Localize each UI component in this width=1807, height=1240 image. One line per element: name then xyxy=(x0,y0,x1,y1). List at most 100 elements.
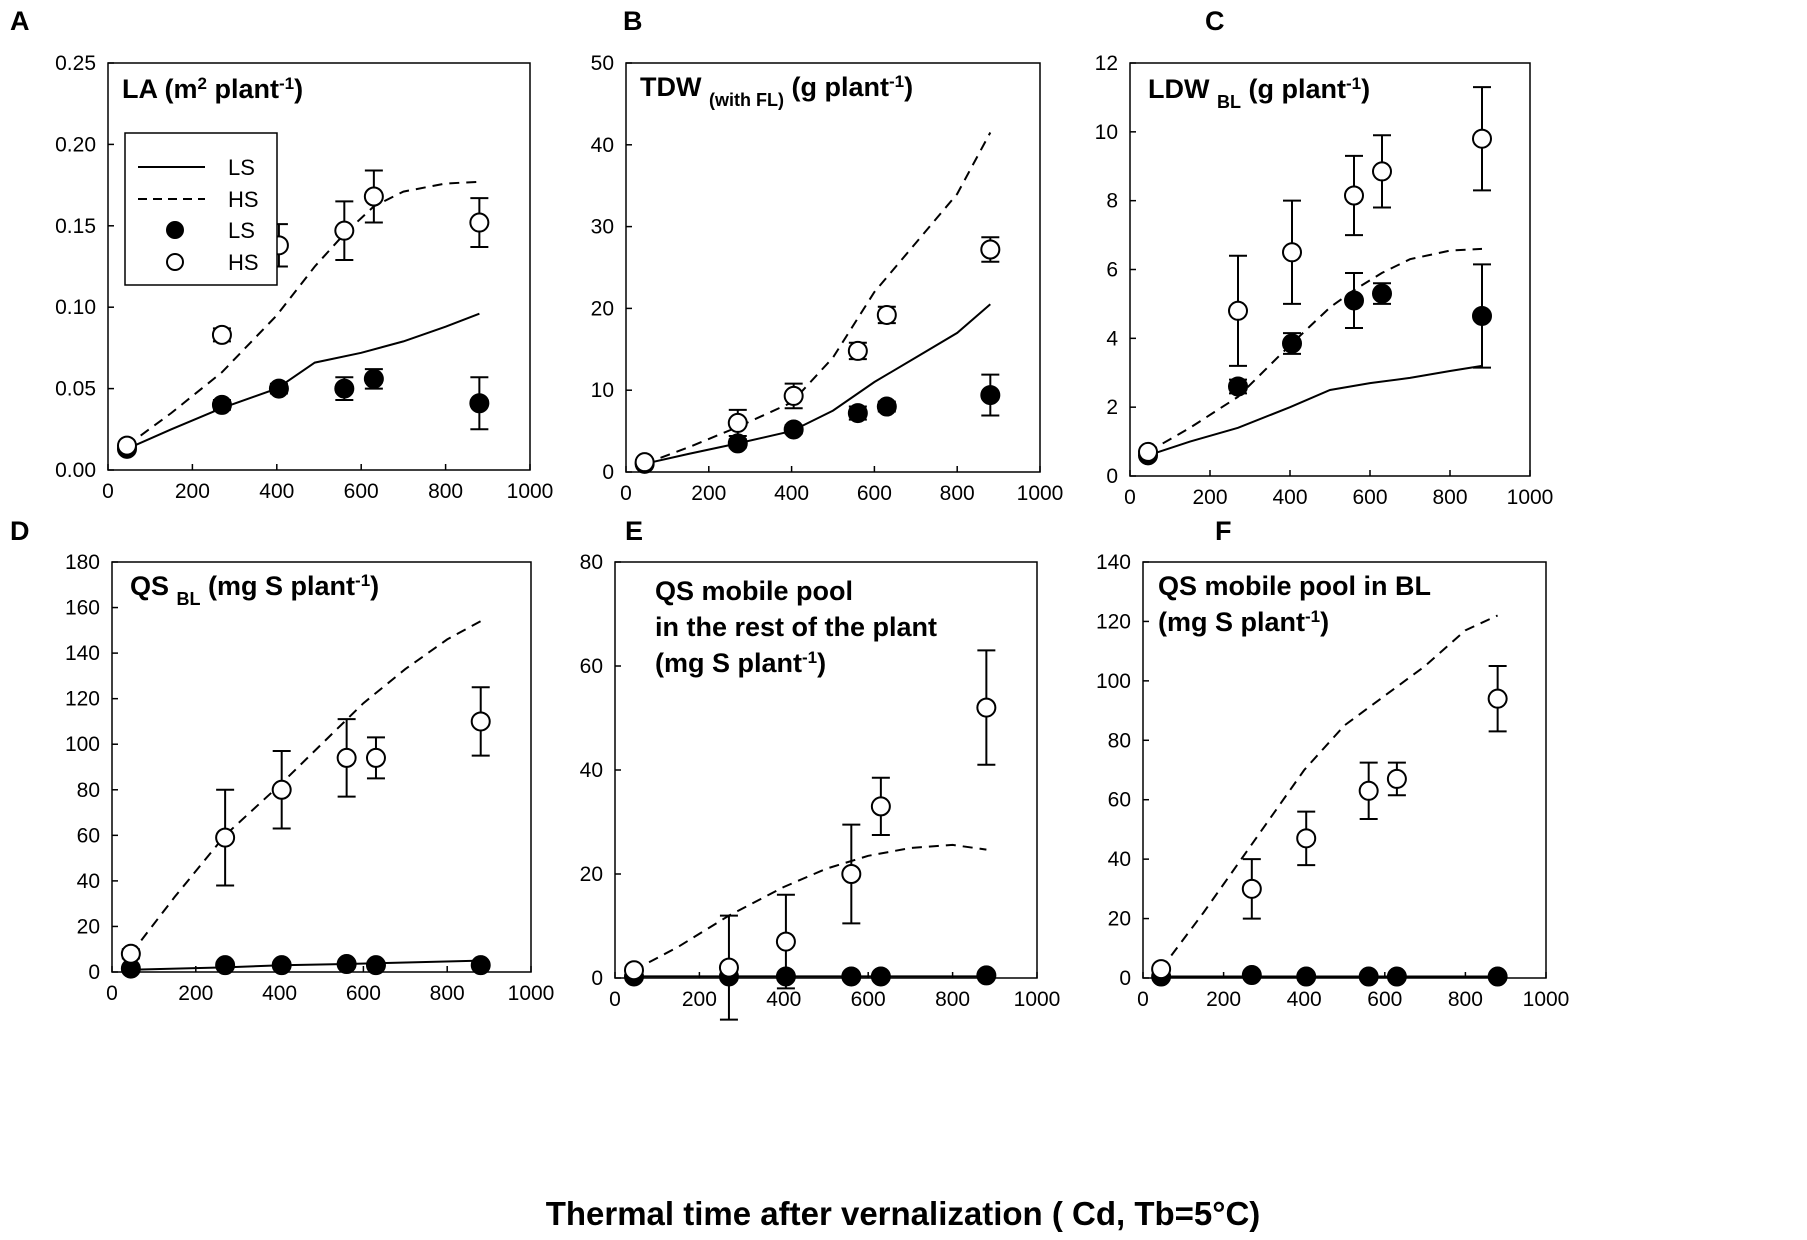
panel-e: E 0 200 400 600 800 1000 0 20 40 60 80 QS mobile poo… xyxy=(580,516,1061,1021)
y-tick-label: 40 xyxy=(591,134,614,157)
series-line-ls xyxy=(130,959,481,971)
data-point-ls xyxy=(470,955,491,976)
data-point-ls xyxy=(727,433,748,454)
x-tick-label: 800 xyxy=(940,482,975,505)
x-tick-label: 800 xyxy=(1432,486,1467,509)
legend-ls-line-label: LS xyxy=(228,155,255,180)
y-tick-label: 140 xyxy=(1096,551,1131,574)
data-point-ls xyxy=(268,378,289,399)
y-tick-label: 120 xyxy=(1096,610,1131,633)
x-tick-label: 800 xyxy=(428,480,463,503)
data-point-ls xyxy=(1296,966,1317,987)
data-point-ls xyxy=(363,368,384,389)
x-tick-label: 0 xyxy=(620,482,632,505)
data-point-hs xyxy=(1472,128,1492,149)
plot-frame xyxy=(1129,62,1531,477)
y-tick-label: 40 xyxy=(1108,848,1131,871)
series-line-hs xyxy=(644,132,992,465)
y-tick-label: 0 xyxy=(602,461,614,484)
x-tick-label: 200 xyxy=(178,982,213,1005)
panel-letter: B xyxy=(623,6,643,36)
x-tick-label: 1000 xyxy=(507,480,554,503)
data-point-ls xyxy=(469,393,490,414)
x-tick-label: 0 xyxy=(1124,486,1136,509)
panel-title: TDW (with FL) (g plant-1) xyxy=(640,72,913,111)
data-point-hs xyxy=(718,957,739,978)
y-tick-label: 20 xyxy=(580,863,603,886)
data-point-hs xyxy=(470,711,491,732)
data-point-hs xyxy=(1282,242,1302,263)
data-point-hs xyxy=(120,943,141,964)
data-point-ls xyxy=(980,385,1001,406)
data-point-hs xyxy=(1344,185,1364,206)
panel-title: LDW BL (g plant-1) xyxy=(1148,74,1370,113)
data-point-hs xyxy=(976,697,997,718)
y-tick-label: 40 xyxy=(77,870,100,893)
data-point-hs xyxy=(1241,878,1262,899)
x-tick-label: 1000 xyxy=(1014,988,1061,1011)
panel-title: in the rest of the plant xyxy=(655,612,937,642)
data-point-ls xyxy=(876,396,897,417)
data-point-hs xyxy=(365,747,386,768)
panel-letter: D xyxy=(10,516,30,546)
x-tick-label: 200 xyxy=(691,482,726,505)
x-tick-label: 400 xyxy=(259,480,294,503)
data-point-ls xyxy=(783,419,804,440)
data-point-hs xyxy=(1296,828,1317,849)
legend: LS HS LS HS xyxy=(124,132,278,286)
series-line-ls xyxy=(1147,364,1483,457)
x-tick-label: 600 xyxy=(1352,486,1387,509)
panel-title: QS mobile pool in BL xyxy=(1158,571,1431,601)
data-point-hs xyxy=(841,864,862,884)
x-tick-label: 0 xyxy=(106,982,118,1005)
x-tick-label: 800 xyxy=(430,982,465,1005)
data-point-ls xyxy=(336,954,357,975)
x-tick-label: 200 xyxy=(682,988,717,1011)
data-point-hs xyxy=(363,186,384,207)
panel-f: F 0 200 400 600 800 1000 0 20 40 60 80 100 120 140 QS m… xyxy=(1096,516,1569,1011)
y-tick-label: 80 xyxy=(1108,729,1131,752)
x-tick-label: 400 xyxy=(774,482,809,505)
data-point-ls xyxy=(215,955,236,976)
panels: A0 200 400 600 800 10000.000.050.100.150.200.… xyxy=(10,6,1569,1021)
y-tick-label: 160 xyxy=(65,597,100,620)
x-tick-label: 0 xyxy=(102,480,114,503)
panel-title: (mg S plant-1) xyxy=(1158,607,1329,638)
x-tick-label: 600 xyxy=(346,982,381,1005)
data-point-ls xyxy=(1487,966,1508,987)
legend-hs-line-label: HS xyxy=(228,187,259,212)
data-point-ls xyxy=(841,966,862,987)
y-tick-label: 20 xyxy=(591,297,614,320)
y-tick-label: 0.05 xyxy=(55,378,96,401)
y-tick-label: 12 xyxy=(1095,52,1118,75)
x-tick-label: 1000 xyxy=(1523,988,1570,1011)
y-tick-label: 180 xyxy=(65,551,100,574)
panel-c: C 0 200 400 600 800 1000 0 2 4 6 8 10 12 LDW BL (g pla… xyxy=(1095,6,1554,509)
x-tick-label: 1000 xyxy=(1017,482,1064,505)
data-point-hs xyxy=(336,747,357,768)
x-tick-label: 0 xyxy=(1137,988,1149,1011)
panel-b: B 0 200 400 600 800 1000 0 10 20 30 40 50 TDW (with F… xyxy=(591,6,1064,505)
legend-ls-marker-label: LS xyxy=(228,218,255,243)
data-point-ls xyxy=(271,955,292,976)
y-tick-label: 50 xyxy=(591,52,614,75)
panel-letter: F xyxy=(1215,516,1232,546)
y-tick-label: 80 xyxy=(77,779,100,802)
x-tick-label: 600 xyxy=(344,480,379,503)
x-tick-label: 800 xyxy=(1448,988,1483,1011)
data-point-ls xyxy=(976,965,997,986)
data-point-hs xyxy=(783,385,804,406)
data-point-hs xyxy=(634,452,655,473)
data-point-hs xyxy=(1358,780,1379,801)
plot-frame xyxy=(111,561,532,973)
y-tick-label: 10 xyxy=(1095,121,1118,144)
data-point-hs xyxy=(469,212,490,233)
y-tick-label: 40 xyxy=(580,759,603,782)
x-tick-label: 600 xyxy=(851,988,886,1011)
panel-d: D 0 200 400 600 800 1000 0 20 40 60 80 100 120 140 160 1… xyxy=(10,516,554,1005)
series-line-ls xyxy=(644,303,991,465)
data-point-hs xyxy=(775,931,796,952)
series-line-ls xyxy=(126,312,480,450)
data-point-hs xyxy=(727,412,748,433)
